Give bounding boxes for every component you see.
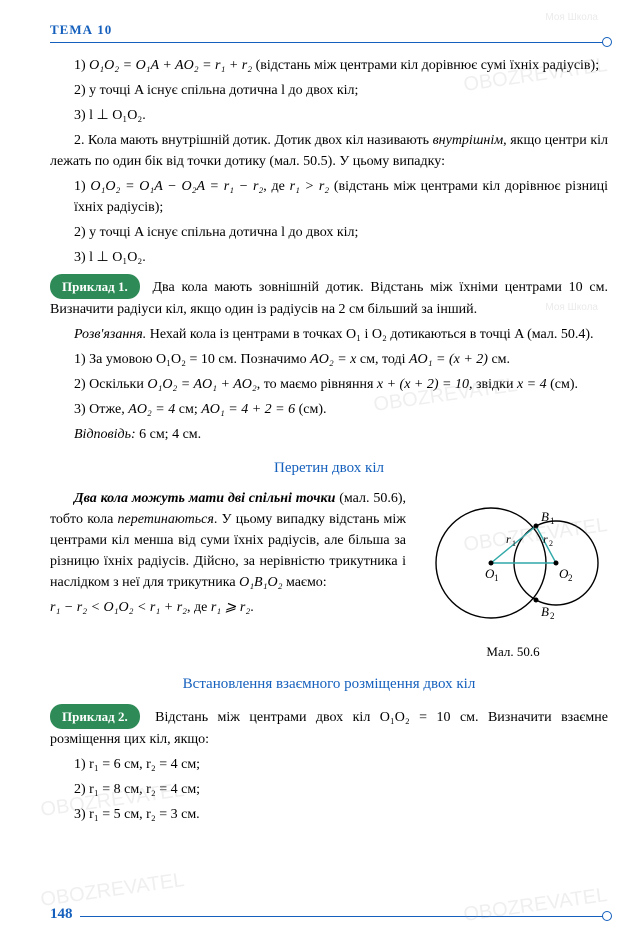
intersect-f: маємо: bbox=[282, 575, 326, 590]
body-p1: 1) O₁O₂ = O₁A + AO₂ = r₁ + r₂ (відстань … bbox=[50, 55, 608, 76]
example-1: Приклад 1. Два кола мають зовнішній доти… bbox=[50, 274, 608, 321]
body-p3: 3) l ⊥ O₁O₂. bbox=[50, 105, 608, 126]
sol4c: см; bbox=[175, 402, 201, 417]
page-number: 148 bbox=[50, 903, 73, 926]
ex2-item-1: 1) r₁ = 6 см, r₂ = 4 см; bbox=[50, 754, 608, 775]
sol4e: (см). bbox=[295, 402, 326, 417]
svg-text:B: B bbox=[541, 509, 549, 524]
p5-math: O₁O₂ = O₁A − O₂A = r₁ − r₂ bbox=[90, 179, 263, 194]
sol3g: (см). bbox=[547, 377, 578, 392]
p5-1: 1) bbox=[74, 179, 90, 194]
answer: Відповідь: 6 см; 4 см. bbox=[50, 424, 608, 445]
figure-caption: Мал. 50.6 bbox=[418, 642, 608, 662]
sol-step-3: 3) Отже, AO₂ = 4 см; AO₁ = 4 + 2 = 6 (см… bbox=[50, 399, 608, 420]
svg-text:2: 2 bbox=[550, 611, 555, 621]
ex2-item-2: 2) r₁ = 8 см, r₂ = 4 см; bbox=[50, 779, 608, 800]
section-1-title: Перетин двох кіл bbox=[50, 457, 608, 480]
watermark: OBOZREVATEL bbox=[462, 880, 610, 930]
svg-text:B: B bbox=[541, 604, 549, 619]
svg-text:1: 1 bbox=[512, 539, 516, 548]
svg-text:1: 1 bbox=[494, 573, 499, 583]
sol2e: см. bbox=[488, 352, 510, 367]
solution-intro: Розв'язання. Нехай кола із центрами в то… bbox=[50, 324, 608, 345]
body-p4: 2. Кола мають внутрішній дотик. Дотик дв… bbox=[50, 130, 608, 172]
p1-math: O₁O₂ = O₁A + AO₂ = r₁ + r₂ bbox=[89, 58, 252, 73]
body-p7: 3) l ⊥ O₁O₂. bbox=[50, 247, 608, 268]
sol-step-2: 2) Оскільки O₁O₂ = AO₁ + AO₂, то маємо р… bbox=[50, 374, 608, 395]
sol2a: 1) За умовою O₁O₂ = 10 см. Позначимо bbox=[74, 352, 310, 367]
example-2: Приклад 2. Відстань між центрами двох кі… bbox=[50, 704, 608, 751]
svg-text:r: r bbox=[543, 532, 548, 546]
sol3e: , звідки bbox=[469, 377, 517, 392]
ineq-tail: , де bbox=[187, 600, 211, 615]
ans-label: Відповідь: bbox=[74, 427, 136, 442]
svg-text:r: r bbox=[506, 532, 511, 546]
ans-text: 6 см; 4 см. bbox=[136, 427, 202, 442]
sol4d: AO₁ = 4 + 2 = 6 bbox=[201, 402, 295, 417]
p4a: 2. Кола мають внутрішній дотик. Дотик дв… bbox=[74, 133, 433, 148]
sol3a: 2) Оскільки bbox=[74, 377, 147, 392]
example-2-badge: Приклад 2. bbox=[50, 704, 140, 730]
inequality: r₁ − r₂ < O₁O₂ < r₁ + r₂, де r₁ ⩾ r₂. bbox=[50, 597, 406, 618]
svg-text:2: 2 bbox=[568, 573, 573, 583]
footer-line bbox=[80, 916, 608, 917]
intersection-block: Два кола можуть мати дві спільні точки (… bbox=[50, 488, 608, 662]
body-p5: 1) O₁O₂ = O₁A − O₂A = r₁ − r₂, де r₁ > r… bbox=[50, 176, 608, 218]
ineq: r₁ − r₂ < O₁O₂ < r₁ + r₂ bbox=[50, 600, 187, 615]
sol2c: см, тоді bbox=[356, 352, 409, 367]
sol2d: AO₁ = (x + 2) bbox=[409, 352, 488, 367]
sol3b: O₁O₂ = AO₁ + AO₂ bbox=[147, 377, 256, 392]
example-1-badge: Приклад 1. bbox=[50, 274, 140, 300]
sol-label: Розв'язання. bbox=[74, 327, 146, 342]
sol3f: x = 4 bbox=[517, 377, 547, 392]
sol1: Нехай кола із центрами в точках O₁ і O₂ … bbox=[146, 327, 593, 342]
sol-step-1: 1) За умовою O₁O₂ = 10 см. Позначимо AO₂… bbox=[50, 349, 608, 370]
intersect-a: Два кола можуть мати дві спільні точки bbox=[74, 491, 335, 506]
body-p6: 2) у точці A існує спільна дотична l до … bbox=[50, 222, 608, 243]
intersect-para: Два кола можуть мати дві спільні точки (… bbox=[50, 488, 406, 593]
body-p2: 2) у точці A існує спільна дотична l до … bbox=[50, 80, 608, 101]
sol4a: 3) Отже, bbox=[74, 402, 128, 417]
figure-50-6: O 1 O 2 B 1 B 2 r 1 r 2 Мал. 50.6 bbox=[418, 488, 608, 662]
sol2b: AO₂ = x bbox=[310, 352, 356, 367]
header-title: ТЕМА 10 bbox=[50, 20, 608, 43]
sol4b: AO₂ = 4 bbox=[128, 402, 175, 417]
sol3c: , то маємо рівняння bbox=[257, 377, 377, 392]
p1-tail: (відстань між центрами кіл дорівнює сумі… bbox=[252, 58, 599, 73]
ineq-cond: r₁ ⩾ r₂ bbox=[211, 600, 250, 615]
intersect-c: перетинаються bbox=[118, 512, 214, 527]
ex2-item-3: 3) r₁ = 5 см, r₂ = 3 см. bbox=[50, 804, 608, 825]
p4b: внутрішнім bbox=[433, 133, 504, 148]
p5-cond: r₁ > r₂ bbox=[290, 179, 330, 194]
intersect-e: O₁B₁O₂ bbox=[239, 575, 282, 590]
svg-text:2: 2 bbox=[549, 539, 553, 548]
svg-text:1: 1 bbox=[550, 516, 555, 526]
p5-mid: , де bbox=[263, 179, 289, 194]
sol3d: x + (x + 2) = 10 bbox=[377, 377, 469, 392]
p1-num: 1) bbox=[74, 58, 89, 73]
section-2-title: Встановлення взаємного розміщення двох к… bbox=[50, 673, 608, 696]
